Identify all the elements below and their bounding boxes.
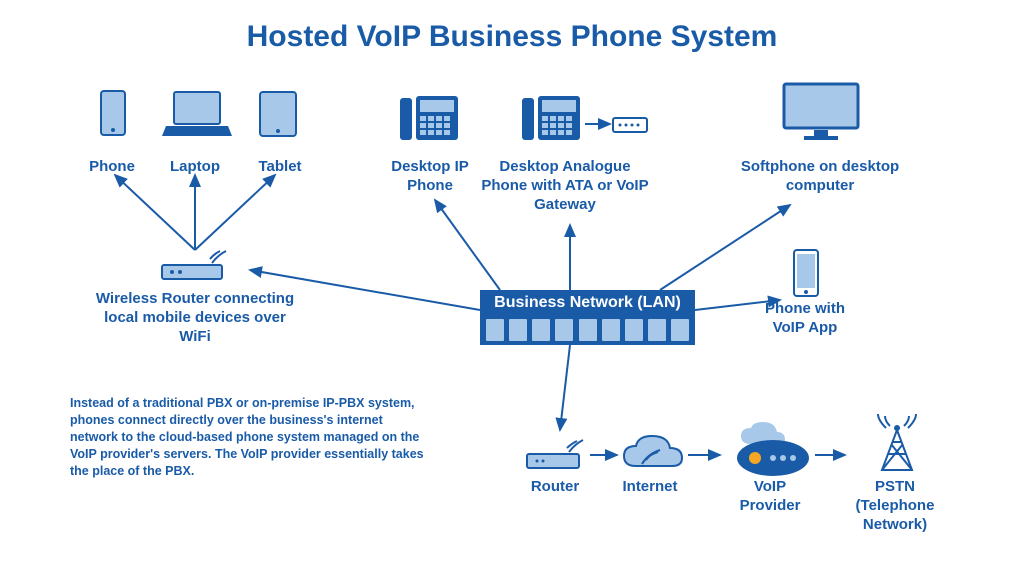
label-analogue_phone: Desktop Analogue Phone with ATA or VoIP … bbox=[480, 158, 650, 214]
lan-box: Business Network (LAN) bbox=[480, 290, 695, 345]
lan-label: Business Network (LAN) bbox=[494, 294, 681, 311]
label-tablet: Tablet bbox=[250, 158, 310, 177]
voip-phone-icon bbox=[792, 248, 820, 303]
description-text: Instead of a traditional PBX or on-premi… bbox=[70, 395, 430, 479]
page-title: Hosted VoIP Business Phone System bbox=[0, 20, 1024, 54]
label-pstn: PSTN (Telephone Network) bbox=[840, 478, 950, 534]
phone-icon bbox=[100, 90, 126, 141]
label-router2: Router bbox=[520, 478, 590, 497]
label-phone_mobile: Phone bbox=[82, 158, 142, 177]
laptop-icon bbox=[162, 90, 232, 143]
monitor-icon bbox=[780, 82, 862, 147]
analogue-phone-icon bbox=[520, 92, 650, 147]
label-voip_provider: VoIP Provider bbox=[725, 478, 815, 516]
voip-cloud-icon bbox=[725, 420, 813, 483]
router-icon bbox=[525, 432, 587, 477]
label-wireless_router: Wireless Router connecting local mobile … bbox=[90, 290, 300, 346]
label-laptop: Laptop bbox=[160, 158, 230, 177]
tablet-icon bbox=[258, 90, 298, 143]
label-softphone: Softphone on desktop computer bbox=[735, 158, 905, 196]
wireless-router-icon bbox=[160, 245, 230, 290]
lan-ports bbox=[486, 319, 689, 341]
label-phone_voip_app: Phone with VoIP App bbox=[750, 300, 860, 338]
label-internet: Internet bbox=[610, 478, 690, 497]
cloud-icon bbox=[618, 430, 688, 481]
label-desktop_ip_phone: Desktop IP Phone bbox=[380, 158, 480, 196]
tower-icon bbox=[870, 412, 924, 479]
desk-phone-icon bbox=[398, 92, 460, 147]
